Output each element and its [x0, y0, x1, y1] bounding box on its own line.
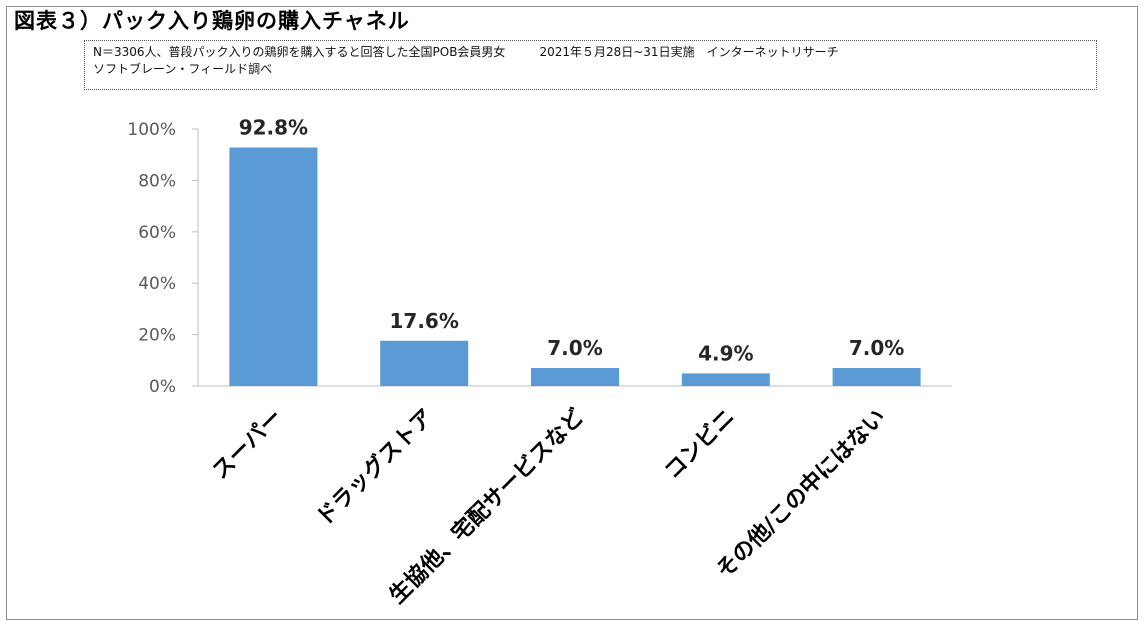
- survey-note: N＝3306人、普段パック入りの鶏卵を購入すると回答した全国POB会員男女 202…: [84, 40, 1097, 90]
- bar-value-label: 92.8%: [239, 116, 308, 140]
- value-labels: 92.8% 17.6% 7.0% 4.9% 7.0%: [239, 116, 905, 366]
- survey-date-text: 2021年５月28日~31日実施 インターネットリサーチ: [539, 45, 839, 59]
- y-tick-label: 100%: [127, 120, 176, 140]
- y-tick-label: 40%: [138, 274, 176, 294]
- bar: [681, 373, 770, 386]
- y-tick-label: 20%: [138, 326, 176, 346]
- survey-note-line-1: N＝3306人、普段パック入りの鶏卵を購入すると回答した全国POB会員男女 202…: [93, 44, 1088, 61]
- bar: [832, 368, 921, 386]
- y-tick-label: 80%: [138, 171, 176, 191]
- x-category-label: スーパー: [208, 405, 288, 485]
- survey-source-text: ソフトブレーン・フィールド調べ: [93, 62, 273, 76]
- bar: [531, 368, 619, 386]
- bar-value-label: 7.0%: [547, 336, 602, 360]
- x-category-label: ドラッグストア: [311, 404, 438, 531]
- y-axis: 0% 20% 40% 60% 80% 100%: [127, 120, 952, 397]
- bars: [229, 147, 921, 386]
- bar-value-label: 4.9%: [698, 341, 753, 365]
- x-category-label: コンビニ: [660, 405, 740, 485]
- bar: [380, 340, 469, 386]
- bar: [229, 147, 318, 386]
- survey-sample-text: N＝3306人、普段パック入りの鶏卵を購入すると回答した全国POB会員男女: [93, 45, 506, 59]
- bar-value-label: 17.6%: [390, 309, 459, 333]
- x-category-label: その他/この中にはない: [712, 405, 891, 584]
- bar-value-label: 7.0%: [849, 336, 904, 360]
- y-tick-label: 0%: [149, 377, 176, 397]
- figure-title: 図表３）パック入り鶏卵の購入チャネル: [14, 9, 410, 33]
- figure-frame: [6, 6, 1138, 620]
- y-tick-label: 60%: [138, 223, 176, 243]
